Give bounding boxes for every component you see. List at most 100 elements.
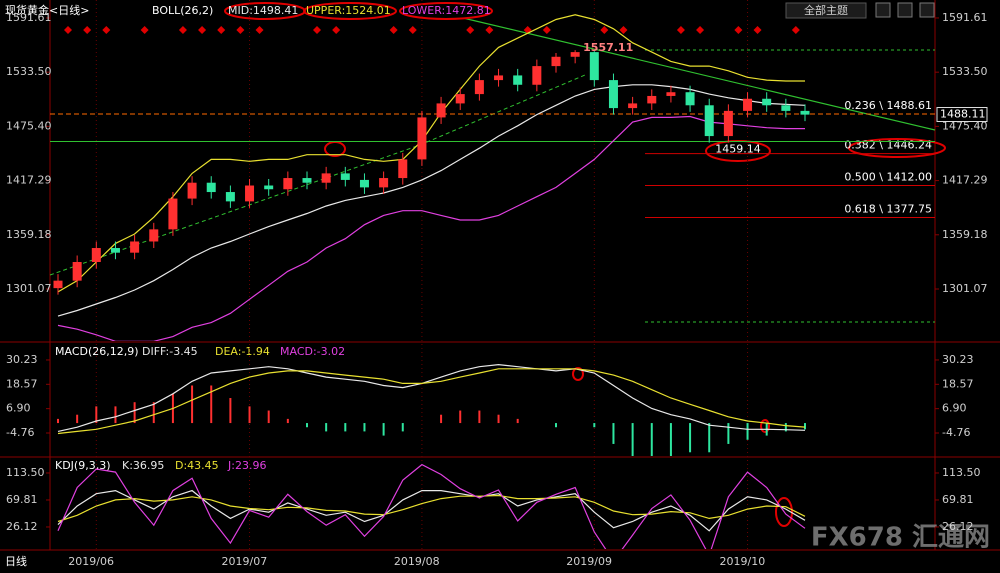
y-tick-label: -4.76 (6, 426, 34, 439)
signal-marker (140, 26, 149, 34)
signal-marker (217, 26, 226, 34)
candle-body (474, 80, 484, 95)
x-tick-label: 2019/08 (394, 555, 440, 568)
signal-marker (734, 26, 743, 34)
indicator-title: MACD(26,12,9) (55, 345, 139, 358)
y-tick-label: 1533.50 (6, 65, 52, 78)
candle-body (302, 178, 312, 183)
signal-marker (102, 26, 111, 34)
candle-body (187, 182, 197, 199)
legend-entry: UPPER:1524.01 (306, 4, 391, 17)
signal-marker (696, 26, 705, 34)
y-tick-label: 18.57 (6, 377, 38, 390)
support-label: 1459.14 (715, 143, 761, 156)
signal-marker (542, 26, 551, 34)
candle-body (743, 98, 753, 111)
y-tick-label: 1475.40 (6, 119, 52, 132)
signal-marker (83, 26, 92, 34)
signal-marker (408, 26, 417, 34)
indicator-title: BOLL(26,2) (152, 4, 213, 17)
candle-body (245, 185, 255, 202)
x-tick-label: 2019/07 (222, 555, 268, 568)
candle-body (110, 248, 120, 253)
signal-marker (753, 26, 762, 34)
legend-entry: K:36.95 (122, 459, 164, 472)
y-tick-label: 1359.18 (942, 228, 988, 241)
candle-body (225, 192, 235, 202)
candle-body (532, 66, 542, 85)
fib-level-label: 0.382 \ 1446.24 (844, 139, 932, 152)
x-tick-label: 2019/06 (68, 555, 114, 568)
legend-entry: MID:1498.41 (228, 4, 298, 17)
kdj-line (57, 489, 806, 532)
legend-entry: LOWER:1472.81 (402, 4, 491, 17)
y-tick-label: 113.50 (6, 466, 45, 479)
y-tick-label: 6.90 (942, 402, 967, 415)
candle-body (417, 117, 427, 160)
toolbar (785, 2, 935, 19)
signal-marker (619, 26, 628, 34)
candle-body (589, 52, 599, 81)
y-tick-label: -4.76 (942, 426, 970, 439)
candle-body (608, 80, 618, 109)
candle-body (379, 178, 389, 188)
last-price-box (936, 107, 988, 123)
peak-label: 1557.11 (583, 41, 633, 54)
boll-line (57, 115, 805, 341)
candle-body (168, 198, 178, 230)
candle-body (340, 173, 350, 180)
y-tick-label: 30.23 (6, 353, 38, 366)
candle-body (283, 178, 293, 190)
theme-menu[interactable] (785, 2, 867, 19)
y-tick-label: 1591.61 (6, 11, 52, 24)
y-tick-label: 26.12 (6, 520, 38, 533)
signal-marker (485, 26, 494, 34)
y-tick-label: 1475.40 (942, 119, 988, 132)
signal-marker (255, 26, 264, 34)
macd-line (57, 363, 806, 432)
kdj-line (57, 463, 806, 549)
button[interactable] (875, 2, 891, 18)
candle-body (455, 94, 465, 104)
legend-entry: MACD:-3.02 (280, 345, 345, 358)
y-tick-label: 6.90 (6, 402, 31, 415)
y-tick-label: 1591.61 (942, 11, 988, 24)
candle-body (685, 92, 695, 106)
candle-body (762, 98, 772, 106)
frame (0, 0, 1000, 551)
y-tick-label: 1533.50 (942, 65, 988, 78)
y-tick-label: 1301.07 (942, 282, 988, 295)
period-tab[interactable]: 日线 (5, 554, 27, 568)
candle-body (723, 110, 733, 137)
candle-body (781, 105, 791, 111)
layout-lines (49, 2, 946, 527)
legend-entry: DIFF:-3.45 (142, 345, 198, 358)
fib-level-label: 0.618 \ 1377.75 (844, 202, 932, 215)
candle-body (551, 56, 561, 67)
kdj-line (57, 494, 806, 523)
macd-line (57, 368, 806, 435)
candle-body (149, 229, 159, 242)
candle-body (436, 103, 446, 118)
y-tick-label: 1301.07 (6, 282, 52, 295)
y-tick-label: 113.50 (942, 466, 981, 479)
boll-line (57, 14, 805, 293)
candle-body (570, 52, 580, 57)
candle-body (264, 185, 274, 190)
y-tick-label: 26.12 (942, 520, 974, 533)
button[interactable] (919, 2, 935, 18)
y-tick-label: 69.81 (6, 493, 38, 506)
fib-level-label: 0.500 \ 1412.00 (844, 171, 932, 184)
theme-menu-label[interactable]: 全部主题 (804, 3, 848, 17)
button[interactable] (897, 2, 913, 18)
boll-line (57, 84, 806, 317)
candle-body (628, 103, 638, 109)
candle-body (321, 173, 331, 183)
candle-body (513, 75, 523, 85)
signal-marker (332, 26, 341, 34)
candle-body (53, 280, 63, 289)
y-tick-label: 1417.29 (942, 174, 988, 187)
signal-marker (198, 26, 207, 34)
